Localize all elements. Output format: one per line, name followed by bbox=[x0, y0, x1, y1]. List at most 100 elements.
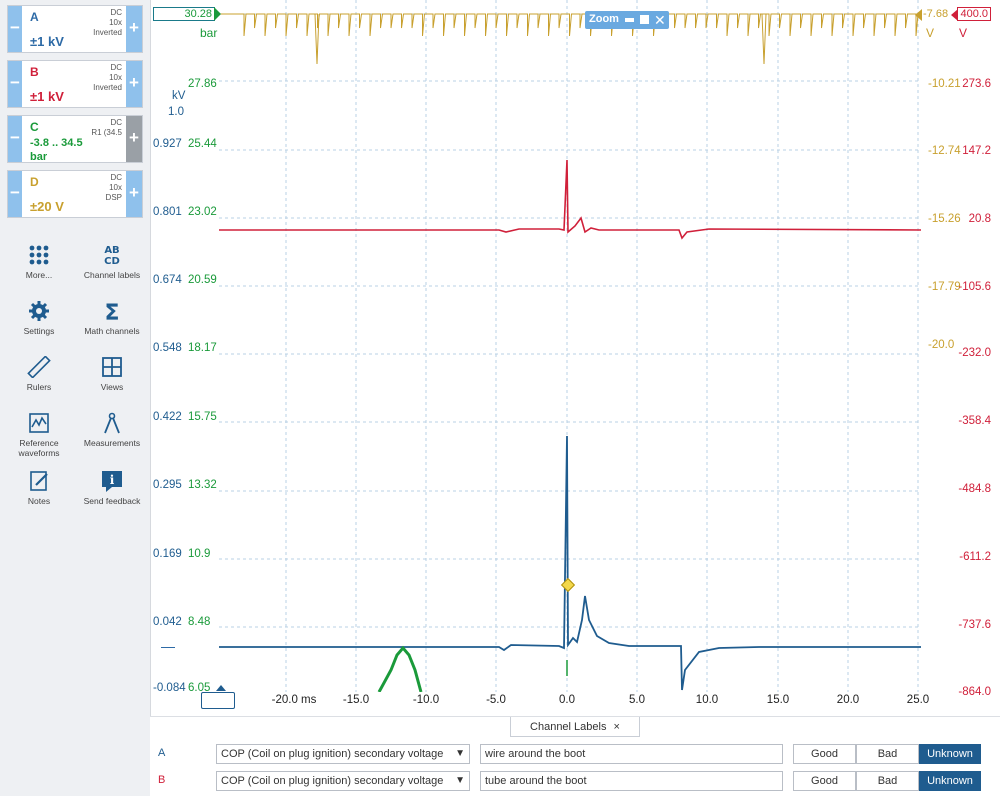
tool-label: Math channels bbox=[84, 326, 140, 336]
waveform-svg bbox=[219, 0, 922, 693]
tool-gear-button[interactable]: Settings bbox=[10, 300, 68, 336]
channel-meta: DC R1 (34.5 bbox=[91, 118, 122, 137]
d-axis-label: -15.26 bbox=[928, 213, 961, 225]
ruler-icon bbox=[27, 355, 51, 379]
c-axis-label: 8.48 bbox=[188, 616, 211, 628]
b-marker-arrow-icon bbox=[951, 9, 958, 21]
tool-feedback-button[interactable]: i Send feedback bbox=[83, 470, 141, 506]
channel-d-top-marker[interactable]: -7.68 bbox=[923, 8, 949, 20]
a-axis-label: 0.674 bbox=[153, 274, 182, 286]
channel-b-top-marker[interactable]: 400.0 bbox=[957, 7, 991, 21]
channel-a-plus-button[interactable]: + bbox=[126, 6, 142, 52]
channel-c-plus-button[interactable]: + bbox=[126, 116, 142, 162]
bad-button[interactable]: Bad bbox=[856, 744, 919, 764]
tool-channel-labels-button[interactable]: AB CD Channel labels bbox=[83, 244, 141, 280]
c-axis-label: 13.32 bbox=[188, 479, 217, 491]
b-axis-label: -864.0 bbox=[958, 686, 991, 698]
zoom-minimize-icon[interactable] bbox=[625, 18, 634, 22]
tool-views-button[interactable]: Views bbox=[83, 356, 141, 392]
b-axis-label: -358.4 bbox=[958, 415, 991, 427]
channel-letter: C bbox=[30, 120, 39, 134]
gear-icon bbox=[27, 300, 51, 322]
label-text-field[interactable]: wire around the boot bbox=[480, 744, 783, 764]
timebase-scroll-box[interactable] bbox=[201, 692, 235, 709]
channel-range-unit: bar bbox=[30, 151, 48, 163]
tool-ruler-button[interactable]: Rulers bbox=[10, 355, 68, 392]
channel-letter: D bbox=[30, 175, 39, 189]
timebase-arrow-icon bbox=[216, 685, 226, 691]
a-axis-label: 0.295 bbox=[153, 479, 182, 491]
channel-b-trace bbox=[219, 159, 922, 240]
bad-button[interactable]: Bad bbox=[856, 771, 919, 791]
svg-text:i: i bbox=[110, 473, 115, 487]
channel-d-card[interactable]: − D DC 10x DSP ±20 V + bbox=[7, 170, 143, 218]
channel-a-minus-button[interactable]: − bbox=[8, 6, 22, 52]
time-axis-label: 20.0 bbox=[836, 694, 860, 706]
channel-d-trace bbox=[219, 13, 919, 37]
channel-d-plus-button[interactable]: + bbox=[126, 171, 142, 217]
tool-reference-button[interactable]: Reference waveforms bbox=[10, 412, 68, 458]
a-zero-tick bbox=[161, 647, 175, 648]
zoom-close-icon[interactable]: ✕ bbox=[654, 12, 666, 28]
chevron-down-icon: ▼ bbox=[455, 748, 465, 759]
unknown-button[interactable]: Unknown bbox=[919, 771, 981, 791]
b-axis-label: -737.6 bbox=[958, 619, 991, 631]
channel-b-plus-button[interactable]: + bbox=[126, 61, 142, 107]
channel-range[interactable]: ±1 kV bbox=[30, 34, 64, 49]
tool-sigma-button[interactable]: Σ Math channels bbox=[83, 300, 141, 336]
d-unit-label: V bbox=[926, 26, 935, 40]
channel-b-minus-button[interactable]: − bbox=[8, 61, 22, 107]
d-axis-label: -20.0 bbox=[928, 339, 955, 351]
tab-close-icon[interactable]: × bbox=[613, 721, 620, 733]
b-axis-label: -484.8 bbox=[958, 483, 991, 495]
d-axis-label: -10.21 bbox=[928, 78, 961, 90]
channel-letter: A bbox=[30, 10, 39, 24]
channel-a-card[interactable]: − A DC 10x Inverted ±1 kV + bbox=[7, 5, 143, 53]
a-axis-label: 0.548 bbox=[153, 342, 182, 354]
a-axis-label: 0.927 bbox=[153, 138, 182, 150]
waveform-type-select[interactable]: COP (Coil on plug ignition) secondary vo… bbox=[216, 771, 470, 791]
c-axis-label: 10.9 bbox=[188, 548, 211, 560]
channel-meta: DC 10x Inverted bbox=[93, 8, 122, 37]
c-axis-label: 27.86 bbox=[188, 78, 217, 90]
tool-more-button[interactable]: More... bbox=[10, 244, 68, 280]
channel-labels-tab[interactable]: Channel Labels × bbox=[510, 717, 640, 737]
sigma-icon: Σ bbox=[100, 300, 124, 326]
time-axis-label: -20.0 ms bbox=[271, 694, 317, 706]
good-button[interactable]: Good bbox=[793, 744, 856, 764]
channel-a-trace bbox=[219, 435, 921, 691]
channel-range[interactable]: -3.8 .. 34.5 bbox=[30, 137, 83, 149]
zoom-toolbar[interactable]: Zoom ✕ bbox=[585, 11, 669, 29]
tool-label: Views bbox=[100, 382, 124, 392]
channel-d-spike bbox=[314, 13, 320, 65]
a-axis-label: -0.084 bbox=[153, 682, 186, 694]
scope-plot[interactable] bbox=[219, 0, 922, 693]
channel-c-top-marker[interactable]: 30.28 bbox=[153, 7, 215, 21]
unknown-button[interactable]: Unknown bbox=[919, 744, 981, 764]
svg-text:AB: AB bbox=[104, 245, 119, 256]
svg-text:CD: CD bbox=[104, 256, 120, 266]
b-axis-label: 20.8 bbox=[968, 213, 991, 225]
zoom-restore-icon[interactable] bbox=[640, 15, 649, 24]
channel-b-card[interactable]: − B DC 10x Inverted ±1 kV + bbox=[7, 60, 143, 108]
channel-d-minus-button[interactable]: − bbox=[8, 171, 22, 217]
time-axis-label: 25.0 bbox=[906, 694, 930, 706]
channel-range[interactable]: ±20 V bbox=[30, 199, 64, 214]
waveform-type-select[interactable]: COP (Coil on plug ignition) secondary vo… bbox=[216, 744, 470, 764]
c-axis-label: 6.05 bbox=[188, 682, 211, 694]
tool-label: Channel labels bbox=[83, 270, 141, 280]
good-button[interactable]: Good bbox=[793, 771, 856, 791]
channel-c-minus-button[interactable]: − bbox=[8, 116, 22, 162]
a-axis-label: 0.169 bbox=[153, 548, 182, 560]
b-axis-label: -611.2 bbox=[959, 551, 991, 563]
b-axis-label: -232.0 bbox=[958, 347, 991, 359]
feedback-icon: i bbox=[100, 470, 124, 492]
tool-measurements-button[interactable]: Measurements bbox=[83, 412, 141, 448]
b-unit-label: V bbox=[959, 26, 968, 40]
label-text-field[interactable]: tube around the boot bbox=[480, 771, 783, 791]
tool-notes-button[interactable]: Notes bbox=[10, 470, 68, 506]
a-axis-label: 0.042 bbox=[153, 616, 182, 628]
tool-label: Measurements bbox=[83, 438, 141, 448]
channel-c-card[interactable]: − C DC R1 (34.5 -3.8 .. 34.5 bar + bbox=[7, 115, 143, 163]
channel-range[interactable]: ±1 kV bbox=[30, 89, 64, 104]
